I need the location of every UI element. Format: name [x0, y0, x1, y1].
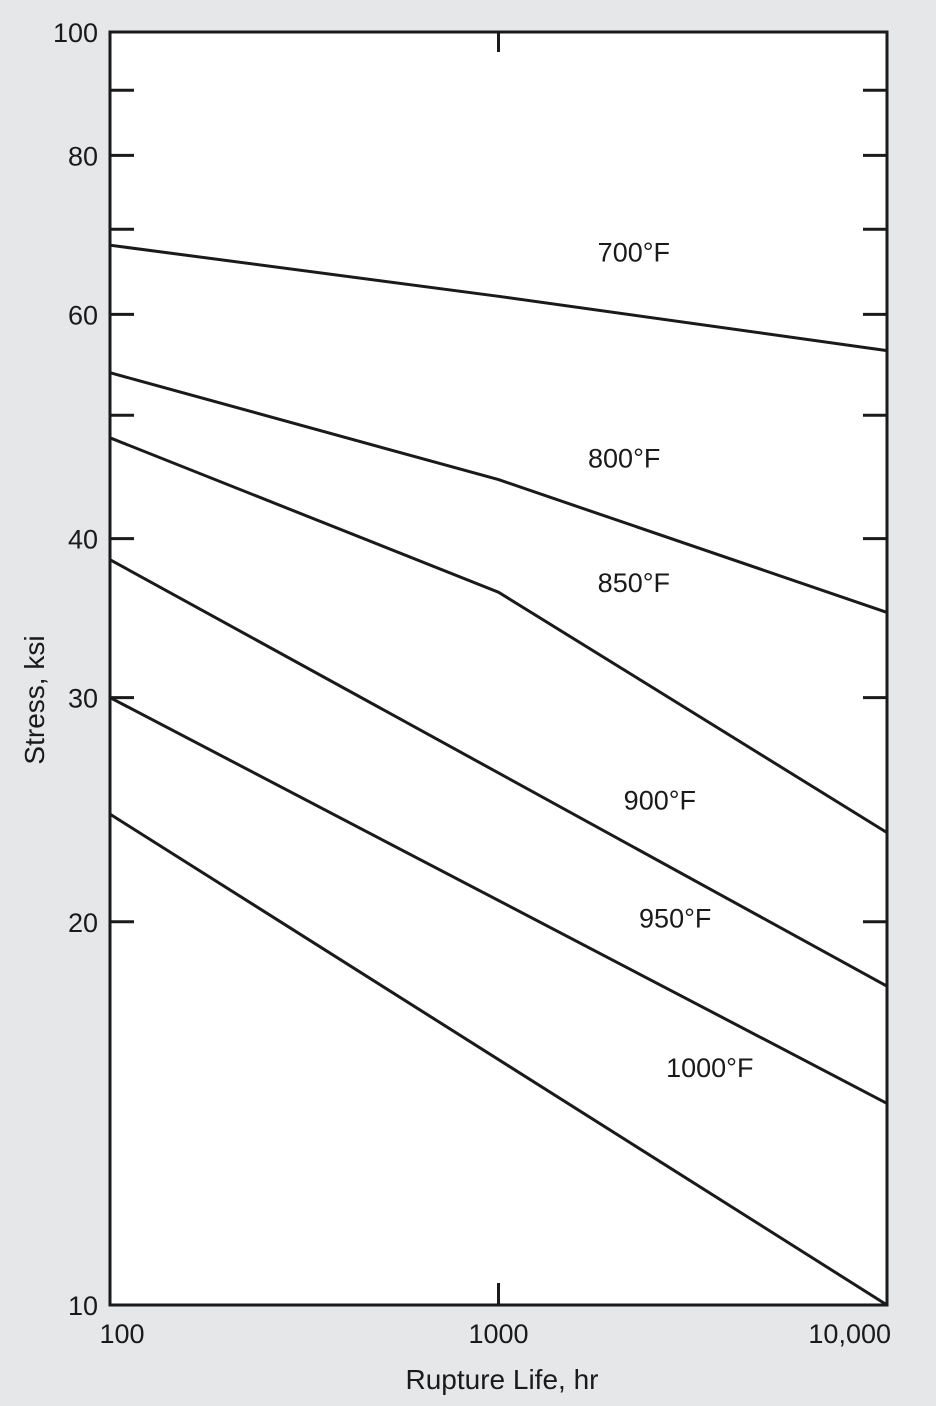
series-line — [109, 696, 888, 1105]
y-tick-label: 20 — [68, 908, 98, 938]
series-label: 900°F — [624, 786, 696, 816]
x-tick-label: 10,000 — [808, 1319, 891, 1349]
x-tick-label: 100 — [99, 1319, 144, 1349]
series-lines: 700°F 800°F 850°F 900°F 950°F 1000°F — [109, 238, 888, 1307]
series-label: 800°F — [588, 443, 660, 473]
series-line — [109, 371, 888, 614]
y-tick-label: 30 — [68, 684, 98, 714]
series-line — [109, 243, 888, 353]
series-line — [109, 812, 888, 1307]
y-axis-title: Stress, ksi — [19, 635, 50, 764]
plot-area — [108, 30, 889, 1307]
y-tick-label: 10 — [68, 1291, 98, 1321]
y-tick-label: 100 — [53, 18, 98, 48]
series-label: 850°F — [598, 568, 670, 598]
series-line — [109, 436, 888, 834]
tick-labels: 10 20 30 40 60 80 100 100 1000 10,000 — [53, 18, 891, 1349]
y-tick-label: 60 — [68, 300, 98, 330]
series-line — [109, 558, 888, 988]
y-tick-label: 80 — [68, 141, 98, 171]
axis-ticks — [110, 32, 887, 1305]
y-tick-label: 40 — [68, 525, 98, 555]
series-label: 1000°F — [666, 1053, 753, 1083]
series-label: 700°F — [598, 238, 670, 268]
series-label: 950°F — [639, 903, 711, 933]
x-tick-label: 1000 — [468, 1319, 528, 1349]
x-axis-title: Rupture Life, hr — [406, 1364, 599, 1395]
